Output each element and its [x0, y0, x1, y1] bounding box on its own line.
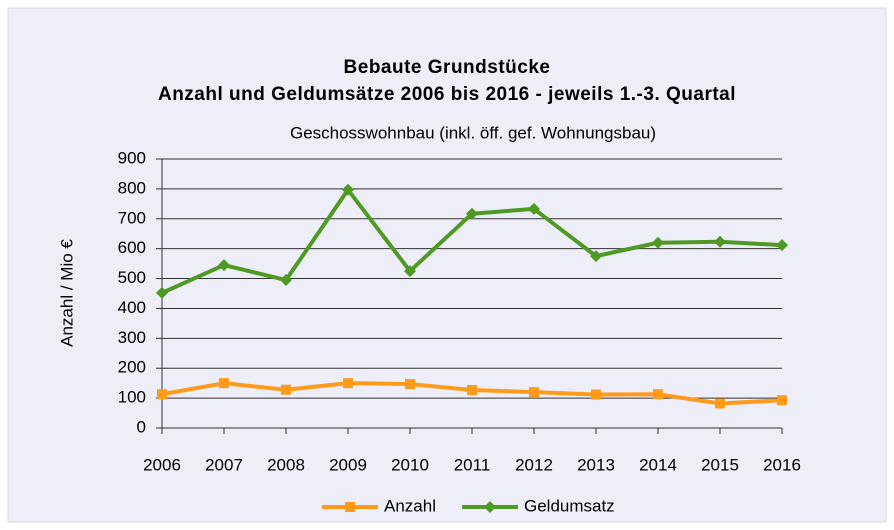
y-tick-label: 700 [118, 208, 146, 227]
marker [345, 502, 355, 512]
x-tick-label: 2015 [701, 455, 739, 474]
legend-label: Anzahl [384, 496, 436, 515]
y-tick-label: 100 [118, 388, 146, 407]
legend-label: Geldumsatz [524, 496, 615, 515]
x-tick-label: 2009 [329, 455, 367, 474]
marker [157, 389, 167, 400]
chart-title: Bebaute Grundstücke [344, 57, 551, 78]
x-tick-label: 2010 [391, 455, 429, 474]
marker [483, 501, 496, 513]
marker [528, 202, 540, 215]
marker [405, 379, 415, 390]
marker [467, 385, 477, 396]
marker [590, 250, 602, 263]
marker [218, 259, 230, 272]
y-axis-label: Anzahl / Mio € [57, 239, 76, 347]
y-tick-label: 200 [118, 358, 146, 377]
chart-background [7, 7, 887, 523]
y-tick-label: 0 [137, 417, 146, 436]
chart-subtitle: Geschosswohnbau (inkl. öff. gef. Wohnung… [290, 123, 656, 142]
x-tick-label: 2016 [763, 455, 801, 474]
marker [466, 207, 478, 220]
x-tick-label: 2012 [515, 455, 553, 474]
marker [404, 265, 416, 278]
marker [591, 389, 601, 400]
marker [715, 398, 725, 409]
x-tick-label: 2007 [205, 455, 243, 474]
marker [343, 378, 353, 389]
x-tick-label: 2014 [639, 455, 677, 474]
y-tick-label: 300 [118, 328, 146, 347]
x-tick-label: 2013 [577, 455, 615, 474]
marker [156, 286, 168, 299]
marker [653, 389, 663, 400]
y-tick-label: 900 [118, 148, 146, 167]
chart-title: Anzahl und Geldumsätze 2006 bis 2016 - j… [158, 84, 736, 105]
x-tick-label: 2011 [454, 455, 491, 474]
y-tick-label: 500 [118, 268, 146, 287]
marker [652, 236, 664, 249]
marker [714, 235, 726, 248]
y-tick-label: 400 [118, 298, 146, 317]
marker [219, 378, 229, 389]
marker [342, 183, 354, 196]
x-tick-label: 2008 [267, 455, 305, 474]
marker [529, 387, 539, 398]
marker [777, 395, 787, 406]
x-tick-label: 2006 [143, 455, 181, 474]
y-tick-label: 800 [118, 178, 146, 197]
marker [280, 274, 292, 287]
marker [776, 239, 788, 252]
y-tick-label: 600 [118, 238, 146, 257]
marker [281, 384, 291, 395]
